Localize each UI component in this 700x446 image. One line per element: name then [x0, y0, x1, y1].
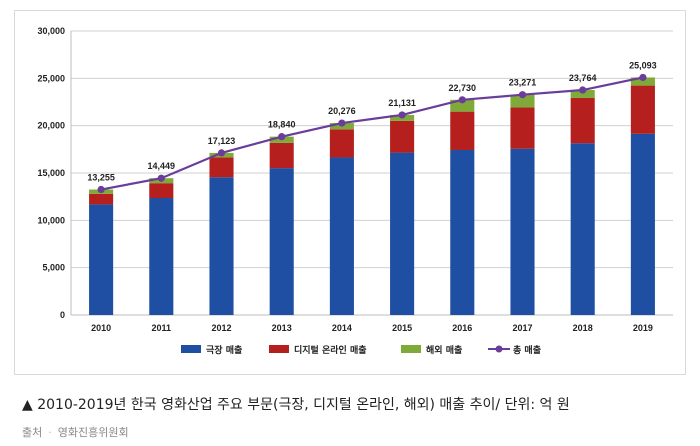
legend-marker-total [495, 345, 503, 353]
y-tick-label: 0 [60, 310, 65, 320]
total-point-2018 [579, 86, 587, 94]
bar-theater-2015 [390, 152, 415, 315]
bar-theater-2012 [209, 177, 234, 315]
bar-overseas-2019 [630, 77, 655, 86]
x-tick-label: 2014 [332, 323, 352, 333]
bar-theater-2018 [570, 143, 595, 315]
bar-overseas-2018 [570, 90, 595, 98]
source-label: 출처 [22, 426, 43, 439]
bar-theater-2016 [450, 149, 475, 315]
data-label-2010: 13,255 [87, 173, 115, 183]
legend-swatch-theater [181, 345, 201, 353]
data-label-2016: 22,730 [449, 83, 477, 93]
total-point-2014 [338, 119, 346, 127]
y-tick-label: 5,000 [42, 263, 65, 273]
total-point-2016 [458, 96, 466, 104]
data-label-2019: 25,093 [629, 60, 657, 70]
total-point-2019 [639, 73, 647, 82]
x-tick-label: 2011 [152, 323, 172, 333]
bar-overseas-2016 [450, 99, 475, 112]
total-point-2015 [398, 111, 406, 119]
data-label-2012: 17,123 [208, 136, 236, 146]
data-label-2018: 23,764 [569, 73, 597, 83]
bar-digital-2016 [450, 111, 475, 150]
x-tick-label: 2013 [272, 323, 292, 333]
chart-caption: ▲ 2010-2019년 한국 영화산업 주요 부문(극장, 디지털 온라인, … [22, 397, 570, 413]
y-tick-label: 15,000 [37, 168, 65, 178]
total-point-2011 [157, 174, 165, 182]
x-tick-label: 2010 [91, 323, 111, 333]
bar-overseas-2017 [510, 94, 535, 108]
x-tick-label: 2012 [211, 323, 231, 333]
bar-digital-2011 [149, 183, 174, 199]
total-point-2013 [278, 133, 286, 141]
legend-label-total: 총 매출 [513, 344, 541, 356]
data-label-2017: 23,271 [509, 78, 537, 88]
legend-label-overseas: 해외 매출 [426, 344, 462, 356]
x-tick-label: 2018 [573, 323, 593, 333]
legend-swatch-digital [269, 345, 289, 353]
bar-digital-2013 [269, 142, 294, 169]
bar-digital-2010 [89, 193, 114, 205]
legend-label-theater: 극장 매출 [206, 344, 242, 356]
total-revenue-line [100, 76, 644, 191]
source-value: 영화진흥위원회 [57, 426, 129, 439]
total-point-2010 [97, 185, 105, 194]
bar-digital-2015 [390, 120, 415, 153]
legend-swatch-overseas [401, 345, 421, 353]
bar-digital-2012 [209, 157, 234, 178]
y-tick-label: 30,000 [37, 26, 65, 36]
bar-digital-2019 [630, 85, 655, 134]
bar-digital-2017 [510, 107, 535, 149]
bar-theater-2010 [89, 204, 114, 315]
y-tick-label: 10,000 [37, 215, 65, 225]
bar-digital-2018 [570, 97, 595, 144]
chart-frame: 0 5,000 10,000 15,000 20,000 25,000 30,000 2010… [14, 10, 686, 375]
source-line: 출처 · 영화진흥위원회 [22, 424, 129, 440]
bar-digital-2014 [329, 129, 354, 158]
bar-theater-2014 [329, 157, 354, 315]
bar-theater-2019 [630, 133, 655, 315]
x-tick-label: 2017 [512, 323, 532, 333]
bar-theater-2011 [149, 198, 174, 315]
x-tick-label: 2019 [633, 323, 653, 333]
source-separator: · [48, 426, 52, 439]
data-label-2015: 21,131 [388, 98, 416, 108]
data-label-2011: 14,449 [148, 161, 176, 171]
y-tick-label: 25,000 [37, 73, 65, 83]
bar-theater-2017 [510, 148, 535, 315]
bar-theater-2013 [269, 168, 294, 315]
data-label-2014: 20,276 [328, 106, 356, 116]
x-tick-label: 2015 [392, 323, 412, 333]
total-point-2017 [518, 91, 527, 99]
x-tick-label: 2016 [452, 323, 472, 333]
data-label-2013: 18,840 [268, 120, 296, 130]
legend-label-digital: 디지털 온라인 매출 [294, 344, 367, 356]
total-point-2012 [217, 149, 226, 157]
revenue-chart: 0 5,000 10,000 15,000 20,000 25,000 30,000 2010… [37, 26, 673, 356]
y-tick-label: 20,000 [37, 121, 65, 131]
